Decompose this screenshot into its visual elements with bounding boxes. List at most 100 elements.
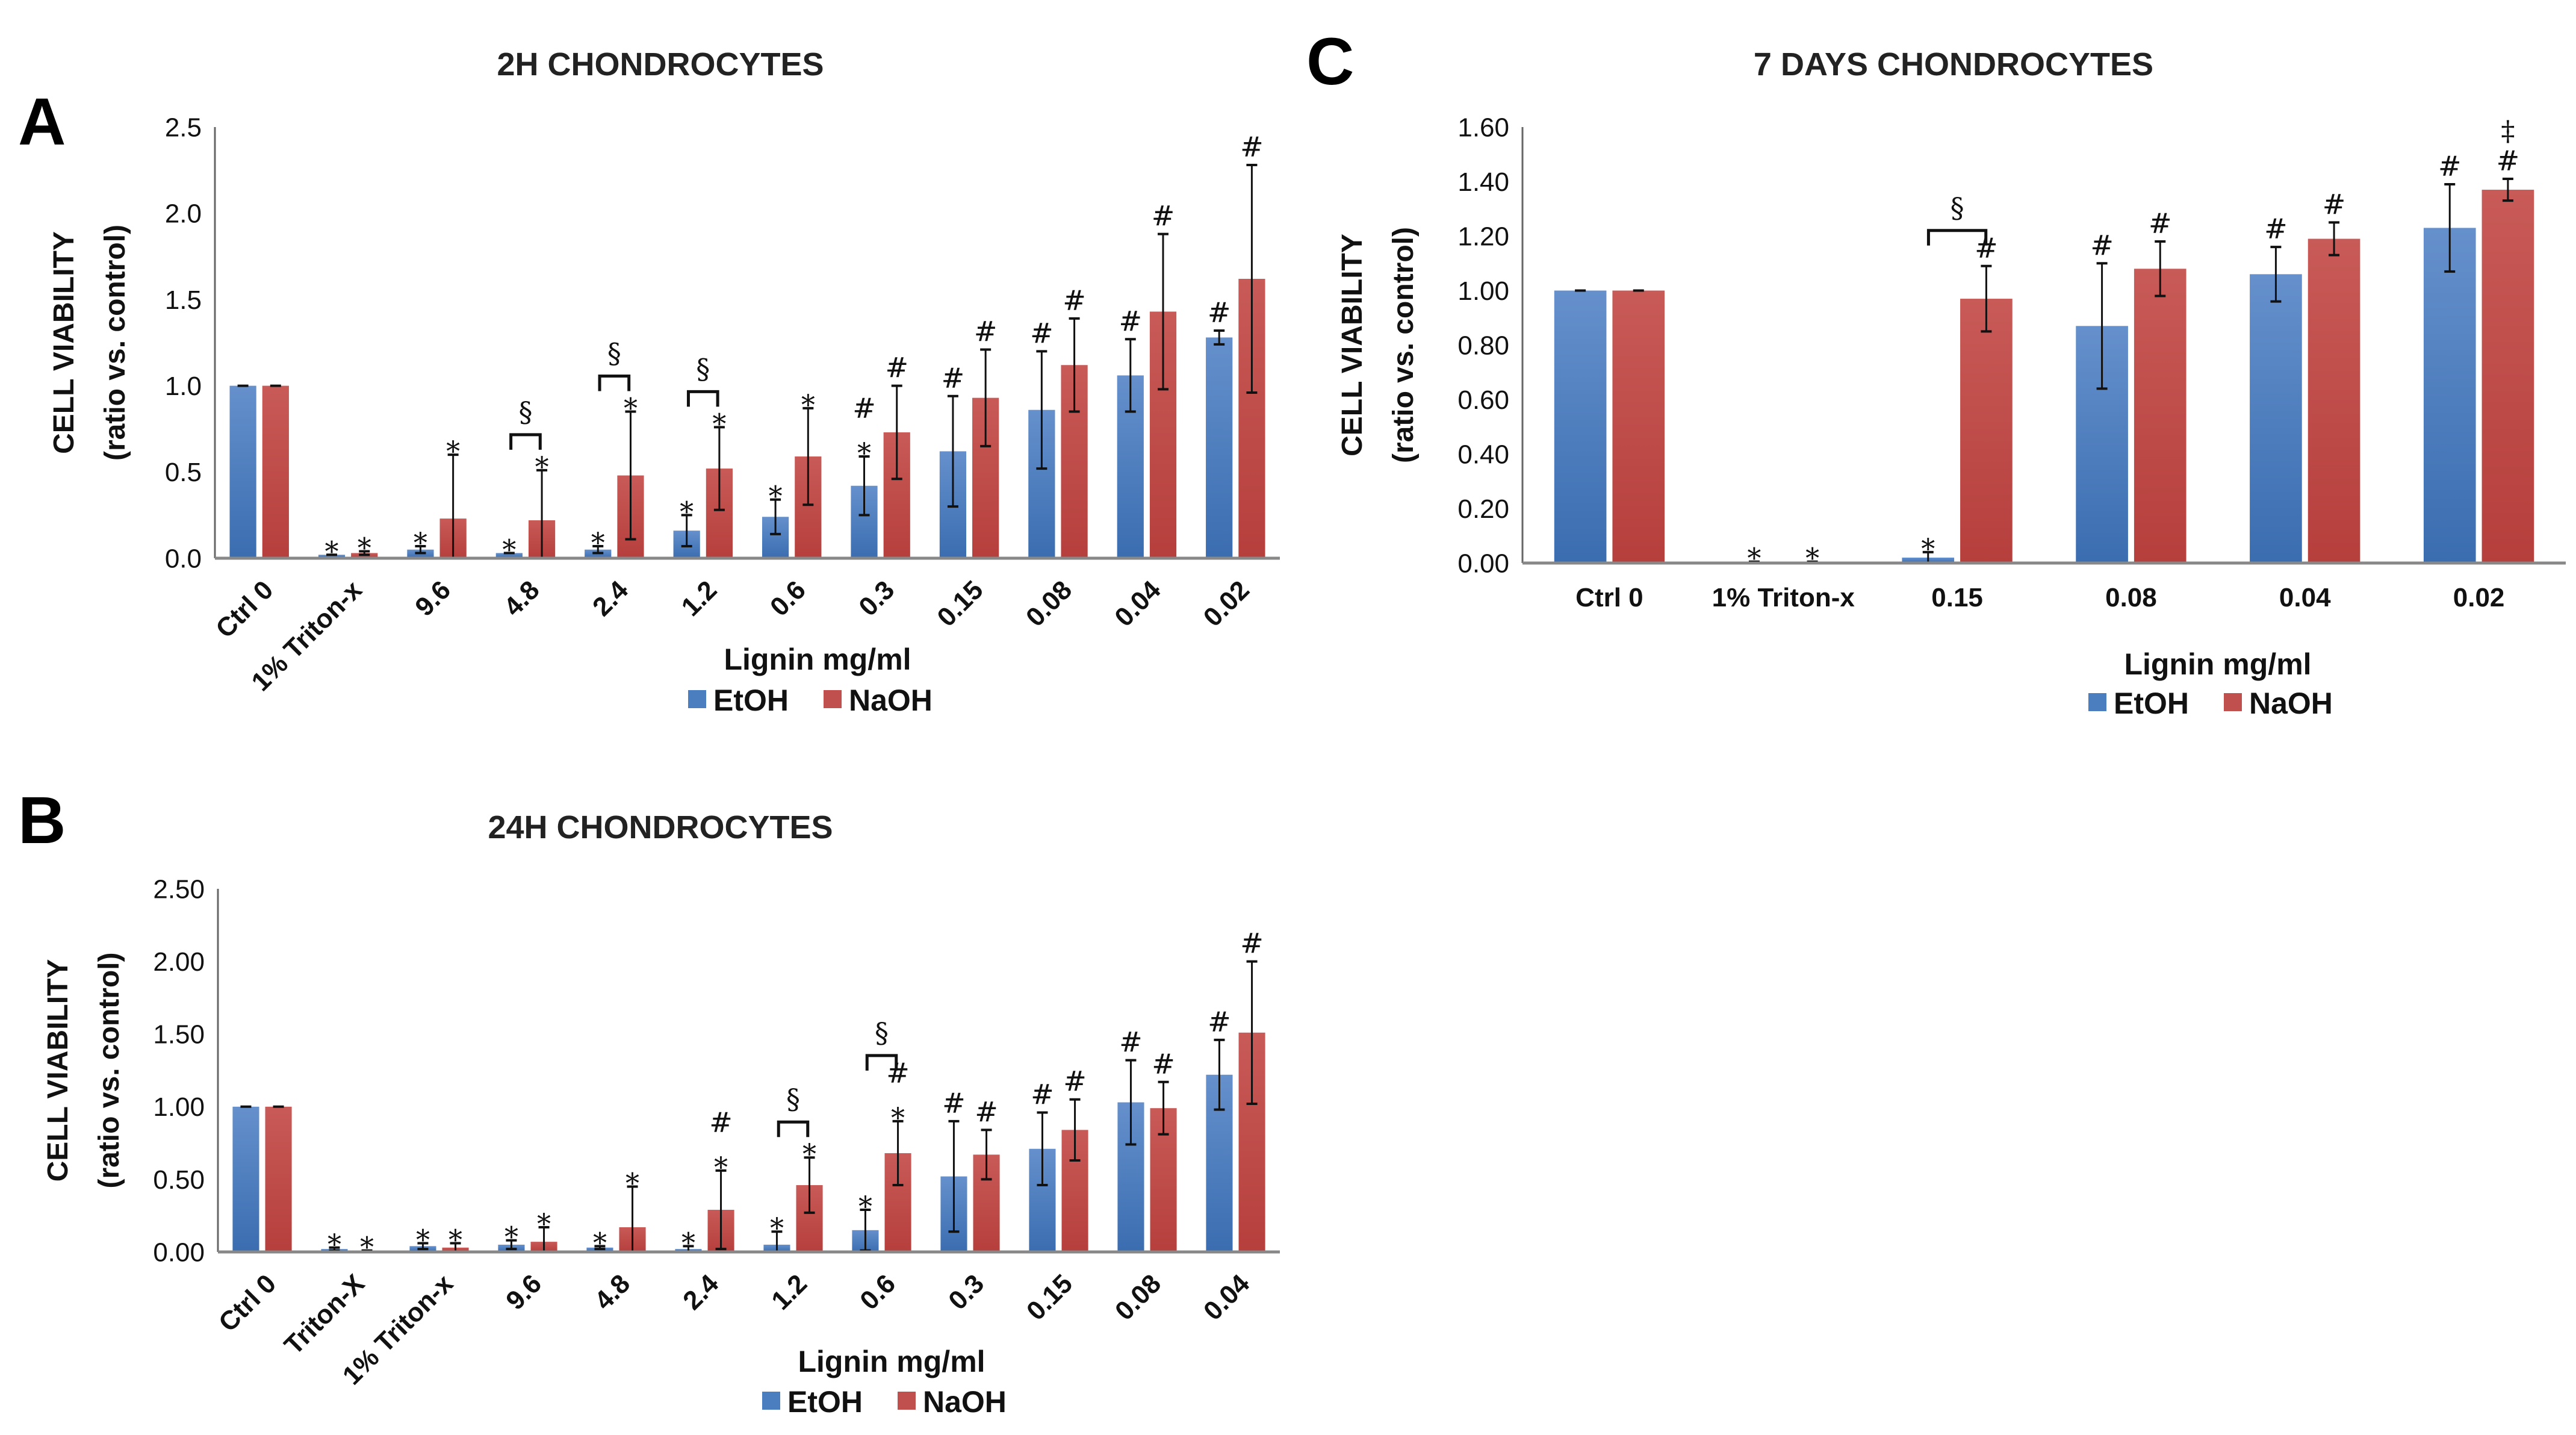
x-tick-label: 0.6 [854, 1269, 901, 1316]
chart-title: 7 DAYS CHONDROCYTES [1754, 46, 2153, 82]
etoh-bar [229, 385, 256, 558]
legend-label-etoh: EtOH [787, 1385, 863, 1419]
y-tick-label: 0.0 [165, 544, 202, 573]
significance-mark: # [2090, 229, 2114, 261]
x-tick-label: 1.2 [676, 575, 723, 622]
chart-title: 2H CHONDROCYTES [497, 46, 824, 82]
significance-mark: * [448, 1224, 462, 1256]
y-tick-label: 0.60 [1457, 385, 1509, 415]
x-tick-label: Ctrl 0 [213, 1269, 282, 1337]
legend-label-etoh: EtOH [2114, 686, 2189, 720]
significance-mark: # [1119, 1026, 1143, 1059]
significance-mark: * [591, 526, 605, 559]
x-tick-label: 4.8 [589, 1269, 636, 1316]
x-tick-label: 0.08 [1020, 575, 1078, 632]
y-axis-subtitle: (ratio vs. control) [99, 225, 131, 461]
section-mark: § [1951, 191, 1964, 224]
significance-mark: # [1208, 296, 1231, 329]
significance-mark: # [852, 392, 876, 425]
section-mark: § [875, 1016, 889, 1049]
significance-mark: # [1152, 1048, 1175, 1080]
legend-swatch-naoh [824, 690, 842, 708]
etoh-bar [1554, 290, 1607, 563]
significance-mark: * [325, 535, 339, 567]
significance-mark: # [2323, 188, 2346, 220]
y-tick-label: 1.00 [1457, 276, 1509, 306]
x-tick-label: 0.04 [2279, 583, 2331, 612]
section-mark: § [696, 352, 710, 385]
x-tick-label: 0.3 [853, 575, 900, 622]
significance-mark: * [712, 407, 726, 440]
significance-mark: * [769, 480, 783, 512]
y-axis-subtitle: (ratio vs. control) [93, 952, 125, 1188]
y-tick-label: 1.20 [1457, 222, 1509, 251]
naoh-bar [2134, 269, 2186, 563]
significance-mark: # [2149, 207, 2172, 240]
x-axis-title: Lignin mg/ml [798, 1345, 985, 1378]
significance-mark: # [1119, 305, 1142, 337]
panel-letter: A [18, 85, 66, 159]
comparison-bracket [598, 375, 631, 391]
significance-mark: * [624, 392, 638, 425]
y-tick-label: 0.20 [1457, 494, 1509, 524]
significance-mark: # [974, 315, 998, 347]
significance-mark: * [857, 437, 871, 469]
x-axis-title: Lignin mg/ml [724, 643, 911, 676]
legend-swatch-etoh [762, 1392, 780, 1410]
significance-mark: * [416, 1224, 430, 1256]
comparison-bracket [865, 1054, 898, 1071]
x-tick-label: 2.4 [587, 575, 634, 622]
significance-mark: # [886, 1057, 910, 1089]
x-tick-label: 1.2 [766, 1269, 813, 1316]
significance-mark: * [327, 1228, 341, 1260]
x-tick-label: 0.6 [765, 575, 812, 622]
significance-mark: * [535, 450, 549, 483]
significance-mark: # [2438, 150, 2462, 182]
y-tick-label: 2.5 [165, 113, 202, 142]
x-tick-label: 0.04 [1198, 1269, 1256, 1327]
y-tick-label: 1.60 [1457, 113, 1509, 142]
y-tick-label: 0.5 [165, 458, 202, 487]
panel-a-chart: A 2H CHONDROCYTES CELL VIABILITY (ratio vs.… [18, 46, 1280, 717]
naoh-bar [2308, 238, 2360, 563]
significance-mark: * [1805, 542, 1819, 574]
y-axis-subtitle: (ratio vs. control) [1388, 227, 1420, 463]
legend: EtOH NaOH [2088, 686, 2333, 720]
y-axis-title: CELL VIABILITY [48, 231, 80, 454]
naoh-bar [265, 1106, 292, 1252]
legend-swatch-etoh [2088, 693, 2106, 711]
significance-mark: * [680, 495, 694, 528]
panel-letter: C [1306, 25, 1354, 99]
x-tick-label: 9.6 [409, 575, 456, 622]
section-mark: § [786, 1083, 800, 1115]
legend-label-etoh: EtOH [713, 683, 789, 717]
significance-mark: # [1240, 131, 1264, 163]
legend: EtOH NaOH [688, 683, 933, 717]
significance-mark: # [2497, 145, 2520, 177]
significance-mark: # [1240, 927, 1264, 960]
x-tick-label: 0.04 [1109, 575, 1167, 633]
x-tick-label: 0.15 [1931, 583, 1983, 612]
naoh-bar [1960, 299, 2013, 563]
legend-swatch-etoh [688, 690, 706, 708]
significance-mark: * [714, 1151, 728, 1183]
significance-mark: * [858, 1190, 872, 1222]
significance-mark: ‡ [2501, 114, 2515, 147]
panel-c-chart: C 7 DAYS CHONDROCYTES CELL VIABILITY (ratio… [1306, 25, 2566, 720]
section-mark: § [518, 396, 532, 428]
x-tick-label: 2.4 [677, 1269, 724, 1316]
legend-label-naoh: NaOH [923, 1385, 1007, 1419]
x-tick-label: 0.08 [1110, 1269, 1167, 1326]
naoh-bar [2481, 190, 2534, 563]
significance-mark: # [1208, 1006, 1231, 1038]
significance-mark: * [358, 532, 371, 564]
x-tick-label: 0.15 [931, 575, 989, 632]
y-tick-label: 0.80 [1457, 331, 1509, 360]
naoh-bar [1612, 290, 1665, 563]
significance-mark: # [1031, 1078, 1054, 1110]
x-tick-label: Triton-X [279, 1269, 370, 1360]
significance-mark: # [1063, 284, 1086, 317]
etoh-bar [318, 555, 346, 558]
chart-title: 24H CHONDROCYTES [488, 809, 833, 845]
